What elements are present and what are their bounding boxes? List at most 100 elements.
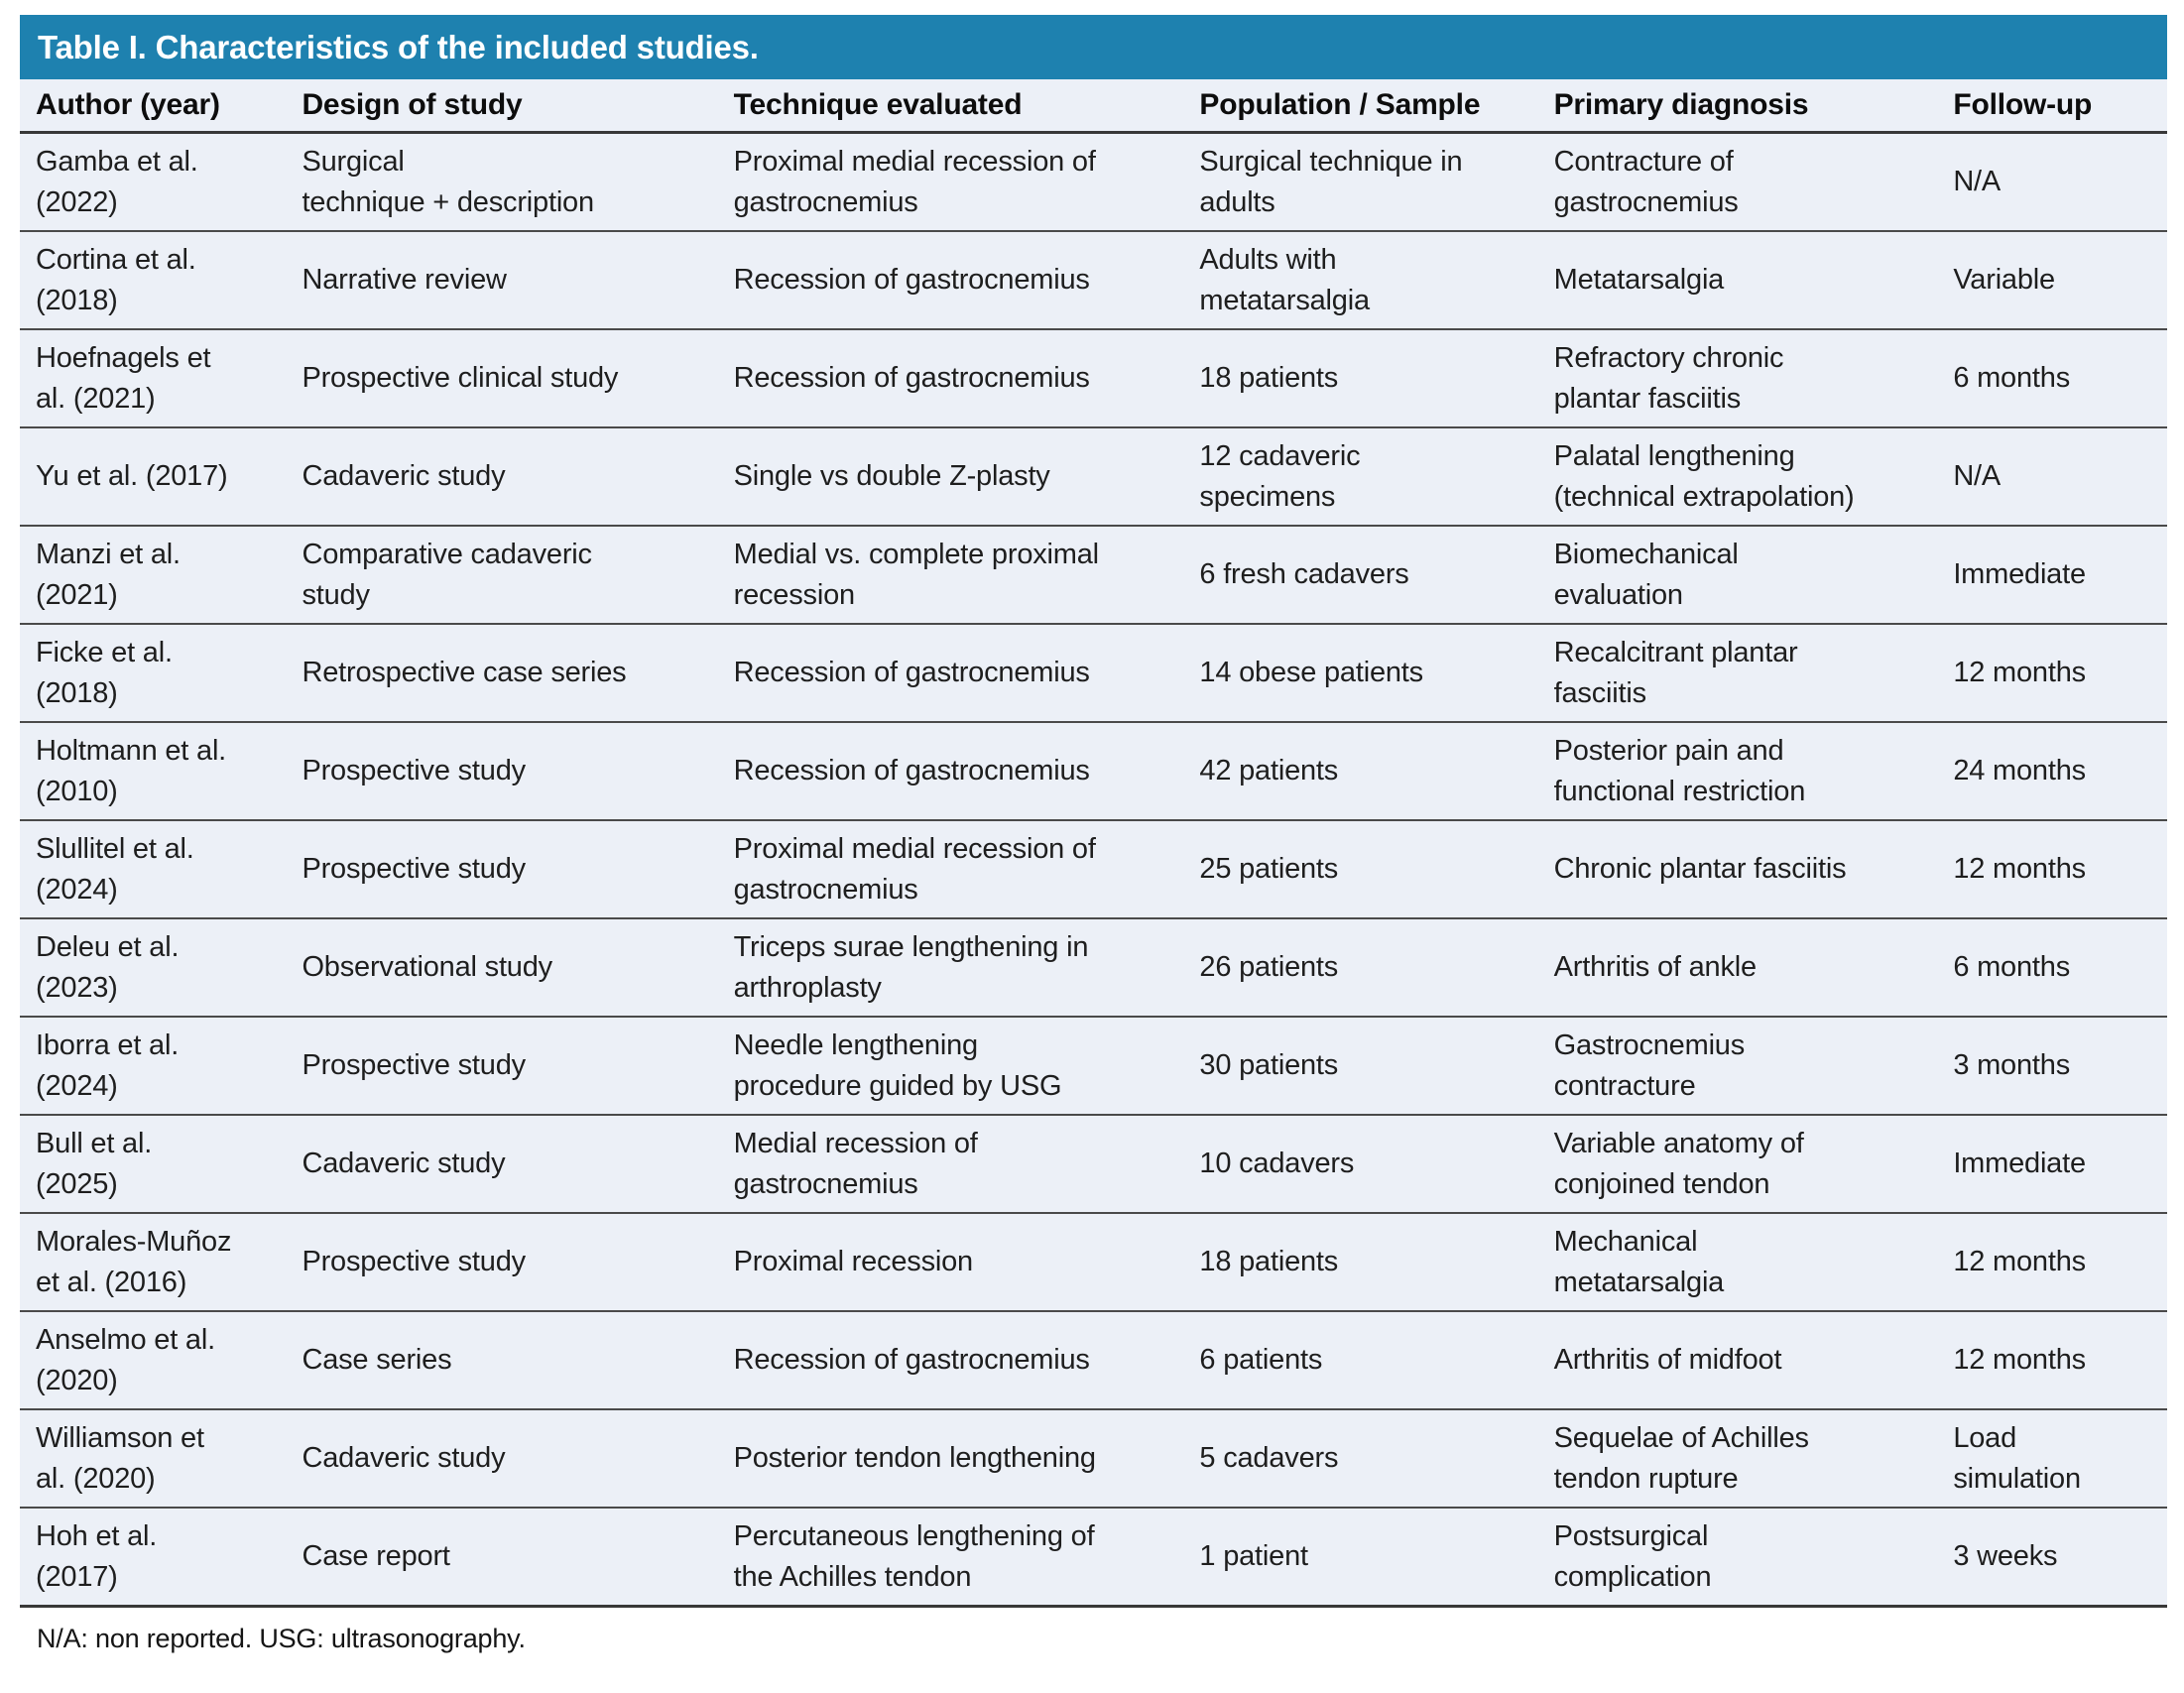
col-header-design-of-study: Design of study [286,79,718,134]
table-cell: 12 cadaveric specimens [1183,427,1538,527]
table-cell: Narrative review [286,231,718,330]
table-cell: Chronic plantar fasciitis [1537,820,1938,919]
table-cell: Biomechanical evaluation [1537,526,1938,625]
studies-table: Author (year) Design of study Technique … [20,79,2167,1608]
table-cell: Proximal medial recession of gastrocnemi… [717,132,1184,232]
table-body: Gamba et al. (2022) Surgical technique + … [20,132,2167,1608]
table-cell: Posterior tendon lengthening [717,1409,1184,1509]
table-cell: Refractory chronic plantar fasciitis [1537,329,1938,428]
table-cell: Iborra et al. (2024) [20,1017,287,1116]
table-cell: Surgical technique + description [286,132,718,232]
table-cell: Bull et al. (2025) [20,1115,287,1214]
table-footnote: N/A: non reported. USG: ultrasonography. [37,1624,526,1653]
table-cell: 10 cadavers [1183,1115,1538,1214]
table-cell: Contracture of gastrocnemius [1537,132,1938,232]
table-cell: Arthritis of ankle [1537,918,1938,1018]
table-cell: 5 cadavers [1183,1409,1538,1509]
col-header-population-sample: Population / Sample [1183,79,1538,134]
table-cell: 12 months [1937,1311,2167,1410]
table-cell: Medial vs. complete proximal recession [717,526,1184,625]
table-cell: 12 months [1937,624,2167,723]
table-cell: Cadaveric study [286,1115,718,1214]
table-row: Gamba et al. (2022) Surgical technique + … [20,132,2167,232]
table-cell: Postsurgical complication [1537,1508,1938,1608]
table-cell: 6 months [1937,918,2167,1018]
table-row: Ficke et al. (2018) Retrospective case se… [20,624,2167,723]
table-row: Hoefnagels et al. (2021) Prospective clin… [20,329,2167,428]
table-cell: Adults with metatarsalgia [1183,231,1538,330]
table-cell: Medial recession of gastrocnemius [717,1115,1184,1214]
table-cell: 25 patients [1183,820,1538,919]
table-cell: Comparative cadaveric study [286,526,718,625]
table-cell: Case series [286,1311,718,1410]
table-cell: Gastrocnemius contracture [1537,1017,1938,1116]
table-cell: Proximal recession [717,1213,1184,1312]
table-cell: 12 months [1937,820,2167,919]
table-cell: Deleu et al. (2023) [20,918,287,1018]
table-cell: Variable anatomy of conjoined tendon [1537,1115,1938,1214]
table-cell: Williamson et al. (2020) [20,1409,287,1509]
table-cell: Posterior pain and functional restrictio… [1537,722,1938,821]
table-cell: Hoh et al. (2017) [20,1508,287,1608]
table-row: Holtmann et al. (2010) Prospective study R… [20,722,2167,821]
col-header-author-year: Author (year) [20,79,287,134]
table-header: Author (year) Design of study Technique … [20,79,2167,134]
table-cell: Prospective study [286,1017,718,1116]
table-cell: 24 months [1937,722,2167,821]
col-header-technique-evaluated: Technique evaluated [717,79,1184,134]
table-cell: Yu et al. (2017) [20,427,287,527]
table-cell: Recession of gastrocnemius [717,329,1184,428]
table-cell: N/A [1937,427,2167,527]
table-cell: Slullitel et al. (2024) [20,820,287,919]
col-header-primary-diagnosis: Primary diagnosis [1537,79,1938,134]
table-cell: Hoefnagels et al. (2021) [20,329,287,428]
table-cell: Manzi et al. (2021) [20,526,287,625]
table-cell: Single vs double Z-plasty [717,427,1184,527]
table-cell: Mechanical metatarsalgia [1537,1213,1938,1312]
table-cell: Percutaneous lengthening of the Achilles… [717,1508,1184,1608]
table-cell: 14 obese patients [1183,624,1538,723]
table-cell: 6 fresh cadavers [1183,526,1538,625]
table-cell: Immediate [1937,526,2167,625]
table-cell: Morales-Muñoz et al. (2016) [20,1213,287,1312]
table-title: Table I. Characteristics of the included… [20,15,2167,79]
table-cell: 18 patients [1183,329,1538,428]
table-cell: Prospective clinical study [286,329,718,428]
table-cell: Sequelae of Achilles tendon rupture [1537,1409,1938,1509]
table-row: Cortina et al. (2018) Narrative review Rec… [20,231,2167,330]
table-cell: 1 patient [1183,1508,1538,1608]
table-cell: N/A [1937,132,2167,232]
col-header-follow-up: Follow-up [1937,79,2167,134]
table-row: Williamson et al. (2020) Cadaveric study P… [20,1409,2167,1509]
table-cell: Cadaveric study [286,427,718,527]
table-row: Hoh et al. (2017) Case report Percutaneous… [20,1508,2167,1608]
table-row: Deleu et al. (2023) Observational study Tr… [20,918,2167,1018]
table-cell: Cortina et al. (2018) [20,231,287,330]
table-cell: Arthritis of midfoot [1537,1311,1938,1410]
table-cell: Recession of gastrocnemius [717,1311,1184,1410]
table-cell: Recession of gastrocnemius [717,722,1184,821]
table-row: Manzi et al. (2021) Comparative cadaveric… [20,526,2167,625]
table-cell: Prospective study [286,1213,718,1312]
table-cell: 26 patients [1183,918,1538,1018]
table-cell: 18 patients [1183,1213,1538,1312]
table-cell: 42 patients [1183,722,1538,821]
table-cell: Needle lengthening procedure guided by U… [717,1017,1184,1116]
table-row: Yu et al. (2017) Cadaveric study Single vs… [20,427,2167,527]
table-cell: Anselmo et al. (2020) [20,1311,287,1410]
table-row: Slullitel et al. (2024) Prospective study… [20,820,2167,919]
table-cell: Gamba et al. (2022) [20,132,287,232]
table-cell: 6 months [1937,329,2167,428]
table-row: Morales-Muñoz et al. (2016) Prospective s… [20,1213,2167,1312]
table-cell: Surgical technique in adults [1183,132,1538,232]
table-cell: Observational study [286,918,718,1018]
header-row: Author (year) Design of study Technique … [20,79,2167,134]
table-cell: Ficke et al. (2018) [20,624,287,723]
table-cell: Proximal medial recession of gastrocnemi… [717,820,1184,919]
table-cell: 12 months [1937,1213,2167,1312]
table-row: Bull et al. (2025) Cadaveric study Medial … [20,1115,2167,1214]
table-cell: Metatarsalgia [1537,231,1938,330]
table-cell: Prospective study [286,722,718,821]
table-cell: Immediate [1937,1115,2167,1214]
table-cell: Case report [286,1508,718,1608]
